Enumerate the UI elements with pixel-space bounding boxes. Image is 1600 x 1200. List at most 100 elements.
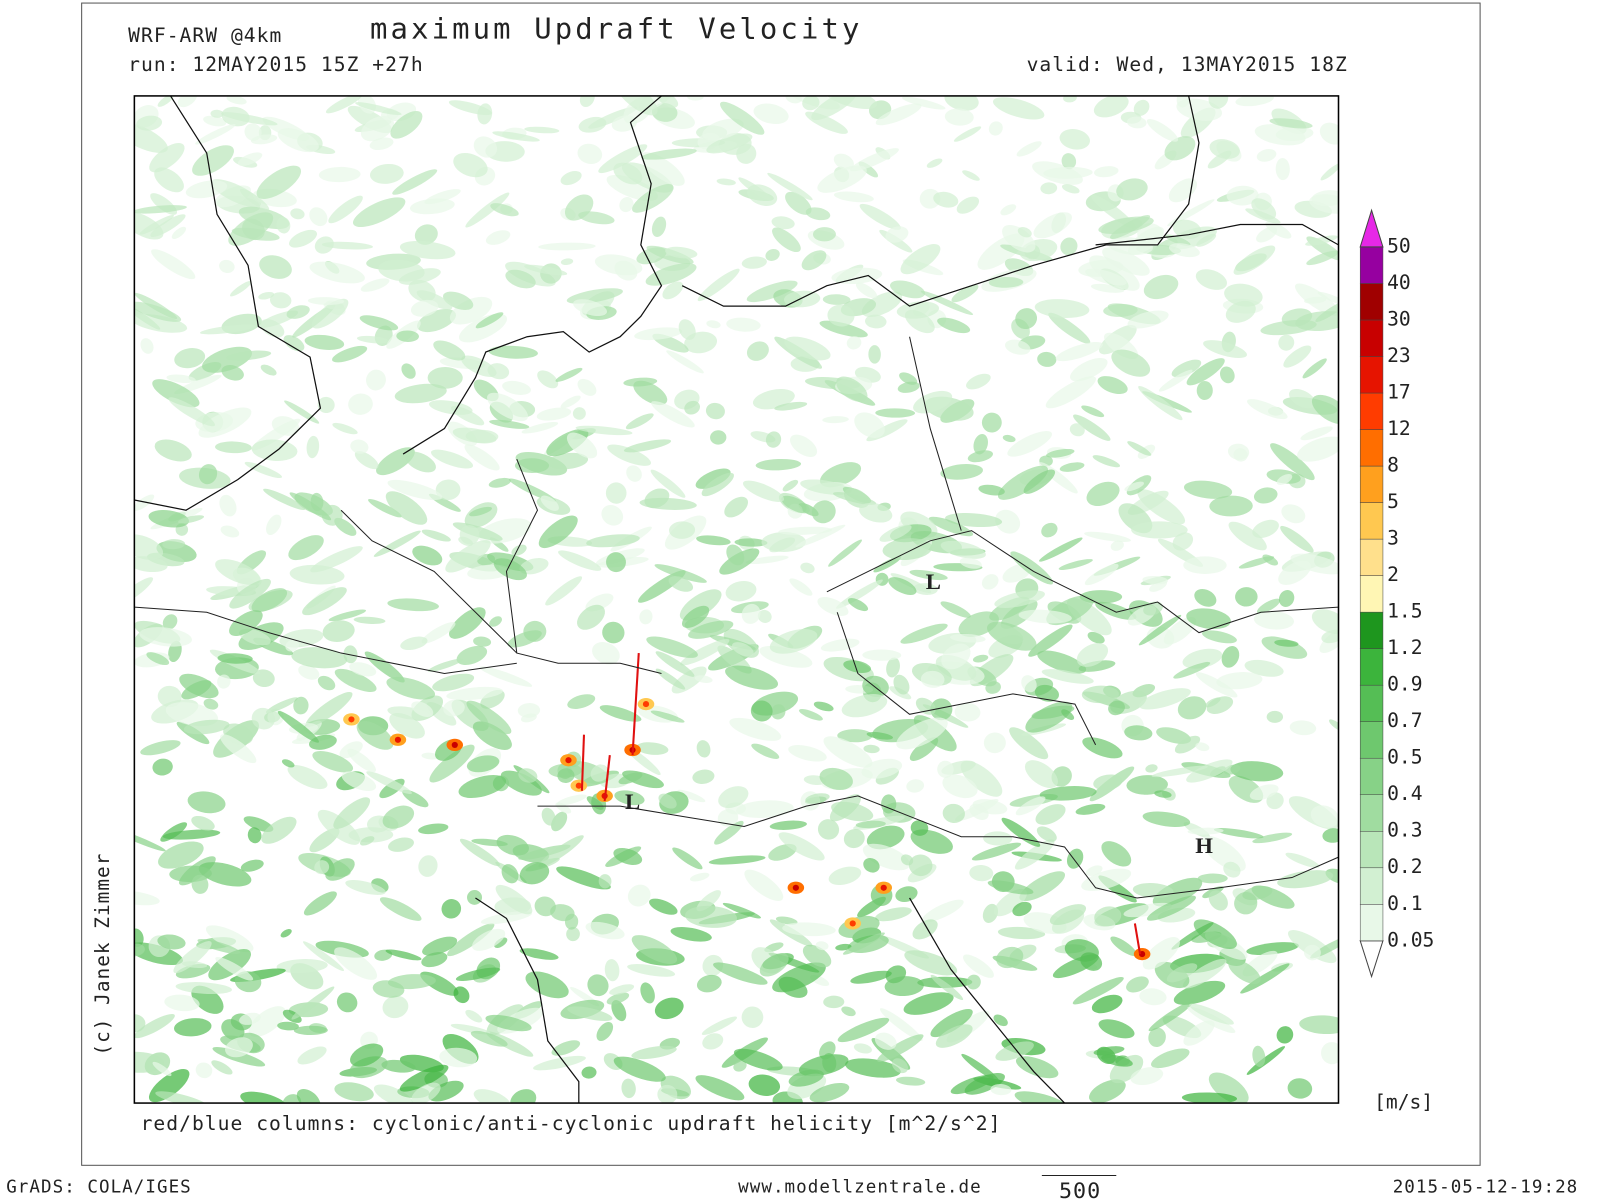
updraft-area: [1252, 832, 1293, 844]
updraft-area: [381, 1059, 416, 1073]
updraft-area: [378, 259, 425, 282]
updraft-area: [396, 330, 419, 342]
updraft-area: [781, 495, 810, 514]
updraft-area: [1154, 790, 1172, 798]
updraft-area: [1142, 937, 1180, 970]
updraft-area: [697, 268, 740, 302]
updraft-area: [1265, 221, 1292, 239]
updraft-area: [400, 636, 428, 651]
updraft-area: [1066, 848, 1084, 869]
updraft-area: [465, 1009, 483, 1023]
updraft-area: [502, 380, 531, 395]
updraft-area: [919, 188, 941, 209]
updraft-area: [933, 191, 959, 208]
updraft-area: [940, 601, 971, 618]
updraft-area: [1195, 269, 1228, 290]
updraft-area: [1061, 153, 1077, 170]
updraft-area: [1257, 598, 1281, 614]
updraft-area: [1266, 710, 1284, 723]
updraft-area: [1320, 162, 1339, 181]
updraft-area: [1208, 95, 1229, 109]
updraft-area: [937, 760, 954, 778]
updraft-area: [458, 775, 507, 799]
updraft-area: [701, 1016, 738, 1036]
updraft-area: [248, 1006, 286, 1037]
updraft-area: [861, 758, 903, 779]
updraft-area: [140, 740, 181, 756]
updraft-area: [517, 703, 541, 718]
updraft-area: [873, 556, 902, 573]
updraft-area: [1037, 351, 1057, 367]
updraft-area: [494, 937, 508, 949]
updraft-area: [831, 801, 874, 822]
updraft-area: [198, 464, 218, 485]
updraft-area: [154, 167, 184, 193]
updraft-area: [221, 112, 278, 126]
updraft-area: [828, 539, 863, 567]
updraft-area: [705, 402, 725, 420]
updraft-area: [635, 742, 669, 755]
updraft-area: [788, 1069, 824, 1087]
updraft-area: [524, 264, 568, 276]
updraft-area: [585, 921, 625, 940]
updraft-core: [880, 884, 887, 891]
updraft-area: [1290, 553, 1339, 575]
updraft-area: [720, 101, 765, 135]
updraft-area: [843, 828, 865, 849]
updraft-area: [633, 380, 668, 406]
updraft-area: [859, 502, 893, 523]
updraft-area: [1275, 157, 1290, 181]
updraft-area: [677, 789, 706, 803]
updraft-area: [349, 662, 377, 677]
updraft-area: [598, 874, 612, 889]
updraft-area: [960, 760, 1003, 797]
updraft-area: [654, 564, 707, 583]
updraft-area: [772, 227, 801, 253]
updraft-area: [348, 827, 394, 843]
updraft-area: [785, 191, 812, 215]
updraft-area: [1303, 944, 1321, 961]
updraft-area: [942, 803, 965, 824]
updraft-area: [866, 825, 905, 850]
updraft-area: [359, 836, 375, 846]
updraft-area: [726, 544, 745, 566]
updraft-area: [982, 903, 999, 923]
updraft-area: [321, 241, 373, 250]
updraft-area: [714, 820, 744, 845]
updraft-area: [453, 986, 470, 1004]
updraft-area: [1098, 216, 1154, 234]
colorbar-over: [1359, 208, 1384, 248]
updraft-area: [1213, 827, 1264, 839]
updraft-area: [896, 1076, 926, 1086]
updraft-area: [368, 498, 402, 518]
updraft-area: [557, 768, 575, 783]
updraft-area: [689, 872, 710, 882]
updraft-area: [140, 338, 154, 354]
updraft-area: [746, 341, 769, 361]
updraft-area: [409, 198, 455, 215]
footer-right: 2015-05-12-19:28: [1393, 1178, 1579, 1198]
updraft-area: [646, 636, 698, 658]
updraft-area: [822, 294, 851, 305]
updraft-area: [369, 163, 404, 184]
updraft-area: [634, 327, 683, 341]
updraft-area: [308, 734, 337, 750]
updraft-area: [560, 258, 574, 266]
updraft-area: [1230, 761, 1284, 782]
updraft-area: [930, 698, 953, 721]
updraft-area: [801, 250, 827, 271]
updraft-area: [1000, 204, 1017, 216]
updraft-area: [954, 702, 981, 722]
updraft-area: [311, 298, 349, 329]
updraft-area: [312, 751, 354, 773]
updraft-area: [150, 214, 186, 238]
updraft-core: [849, 920, 856, 927]
updraft-area: [657, 1084, 678, 1104]
updraft-area: [845, 1058, 901, 1078]
updraft-area: [726, 317, 761, 332]
updraft-area: [465, 192, 510, 228]
updraft-area: [293, 696, 309, 715]
updraft-area: [1195, 672, 1238, 698]
updraft-area: [1069, 357, 1108, 382]
updraft-area: [158, 841, 204, 869]
